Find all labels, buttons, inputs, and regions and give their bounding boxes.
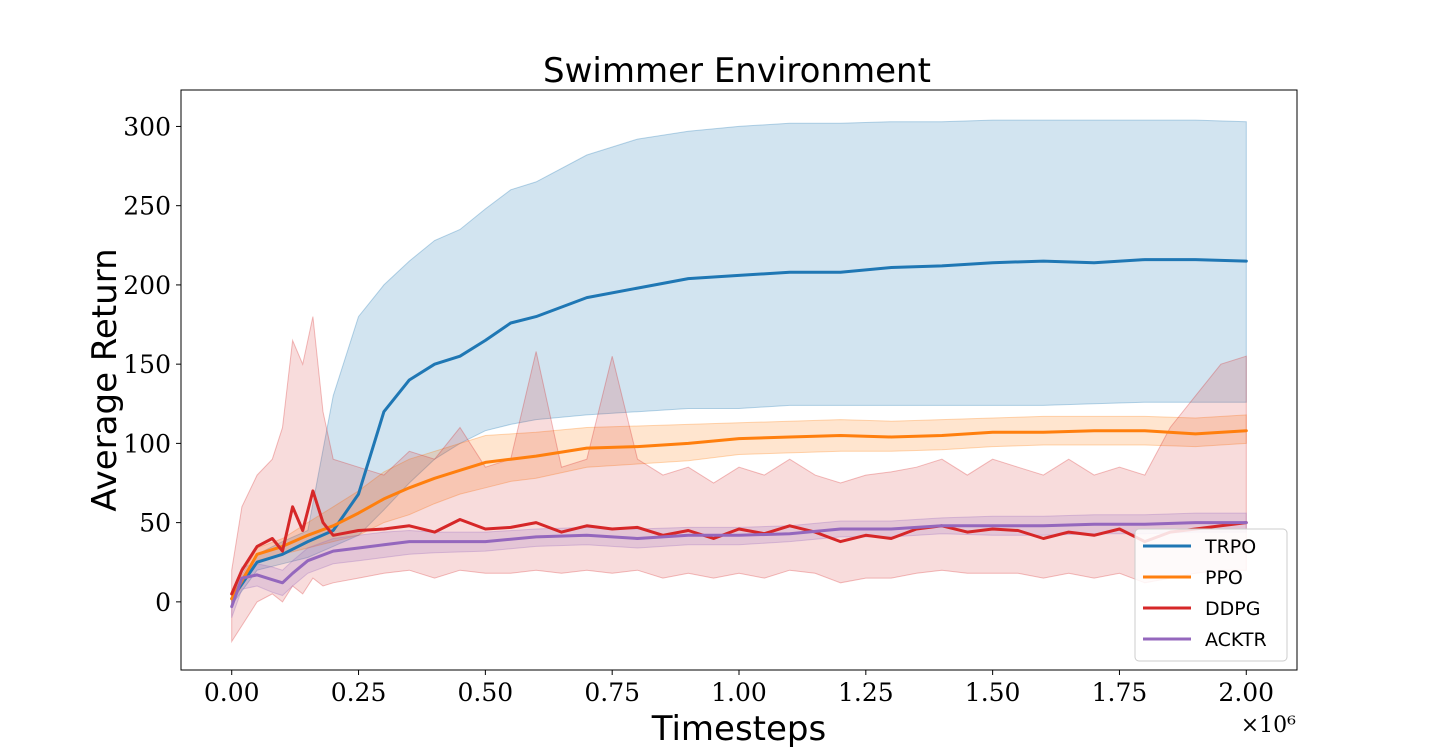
line-trpo xyxy=(230,258,1248,601)
y-tick-label: 150 xyxy=(123,350,171,379)
y-tick-label: 300 xyxy=(123,112,171,141)
line-ddpg xyxy=(230,489,1248,596)
line-ppo xyxy=(230,429,1248,601)
y-tick-label: 0 xyxy=(155,588,171,617)
legend-label-trpo: TRPO xyxy=(1204,536,1256,558)
legend-label-acktr: ACKTR xyxy=(1205,629,1267,651)
x-axis-multiplier: ×10⁶ xyxy=(1241,713,1296,738)
y-tick-label: 200 xyxy=(123,271,171,300)
x-tick-label: 0.00 xyxy=(204,678,260,707)
series-lines xyxy=(230,258,1248,609)
line-acktr xyxy=(230,521,1248,609)
legend-box xyxy=(1134,528,1288,662)
confidence-bands xyxy=(231,119,1247,644)
band-trpo xyxy=(231,119,1247,607)
x-tick-label: 1.00 xyxy=(711,678,767,707)
x-axis-label: Timesteps xyxy=(651,709,826,749)
y-axis-label: Average Return xyxy=(85,248,125,511)
chart-title: Swimmer Environment xyxy=(543,51,931,91)
x-tick-label: 0.50 xyxy=(458,678,514,707)
legend: TRPO PPO DDPG ACKTR xyxy=(1134,528,1288,662)
legend-label-ppo: PPO xyxy=(1205,567,1243,589)
y-tick-label: 250 xyxy=(123,192,171,221)
y-tick-label: 50 xyxy=(139,509,171,538)
y-tick-label: 100 xyxy=(123,429,171,458)
x-tick-label: 0.75 xyxy=(584,678,640,707)
y-axis-ticks: 0 50 100 150 200 250 300 xyxy=(123,112,181,617)
x-tick-label: 1.50 xyxy=(965,678,1021,707)
x-tick-label: 0.25 xyxy=(331,678,387,707)
x-tick-label: 2.00 xyxy=(1218,678,1274,707)
x-tick-label: 1.75 xyxy=(1092,678,1148,707)
x-axis-ticks: 0.00 0.25 0.50 0.75 1.00 1.25 1.50 1.75 2.00 xyxy=(204,670,1274,707)
legend-label-ddpg: DDPG xyxy=(1205,598,1260,620)
x-tick-label: 1.25 xyxy=(838,678,894,707)
